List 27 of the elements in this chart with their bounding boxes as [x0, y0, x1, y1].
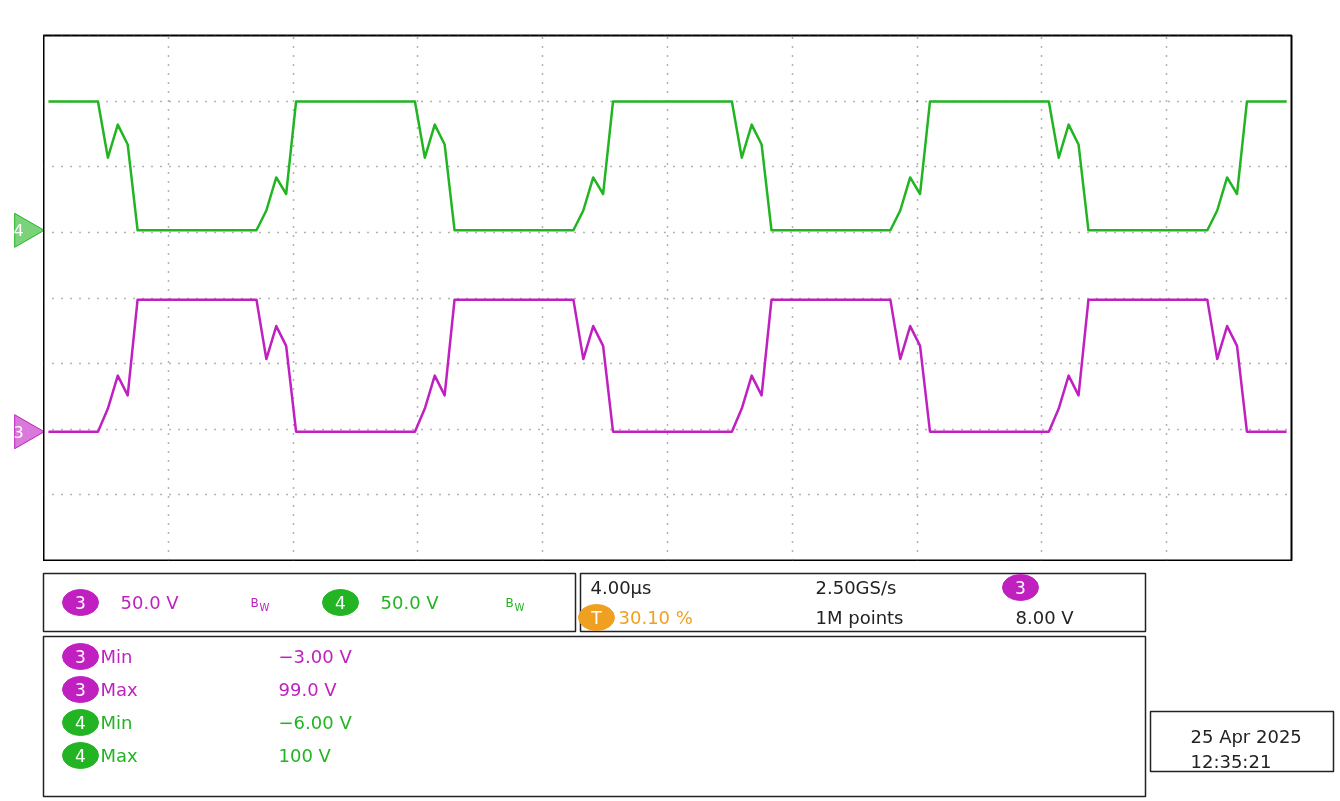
- text: 50.0 V: [380, 592, 440, 613]
- text: Max: [100, 745, 139, 766]
- text: −6.00 V: [278, 712, 353, 733]
- text: 3: [75, 593, 86, 613]
- text: 12:35:21: [1190, 751, 1272, 772]
- text: 3: [1015, 578, 1026, 598]
- text: 3: [75, 647, 86, 667]
- legend-label: 4: [75, 746, 86, 766]
- text: 50.0 V: [120, 592, 180, 613]
- text: 4.00µs: [590, 577, 652, 598]
- text: −3.00 V: [278, 646, 353, 667]
- text: 3: [13, 422, 24, 442]
- text: 99.0 V: [278, 679, 338, 700]
- text: 30.10 %: [618, 607, 693, 628]
- text: Min: [100, 646, 133, 667]
- legend-label: 3: [75, 680, 86, 700]
- text: Min: [100, 712, 133, 733]
- text: 1M points: [815, 607, 904, 628]
- text: 8.00 V: [1015, 607, 1075, 628]
- text: 2.50GS/s: [815, 577, 897, 598]
- text: 100 V: [278, 745, 332, 766]
- text: Max: [100, 679, 139, 700]
- text: 4: [13, 221, 24, 241]
- text: 25 Apr 2025: [1190, 726, 1302, 747]
- text: 4: [335, 593, 346, 613]
- text: T: [590, 607, 603, 628]
- text: 4: [75, 713, 86, 733]
